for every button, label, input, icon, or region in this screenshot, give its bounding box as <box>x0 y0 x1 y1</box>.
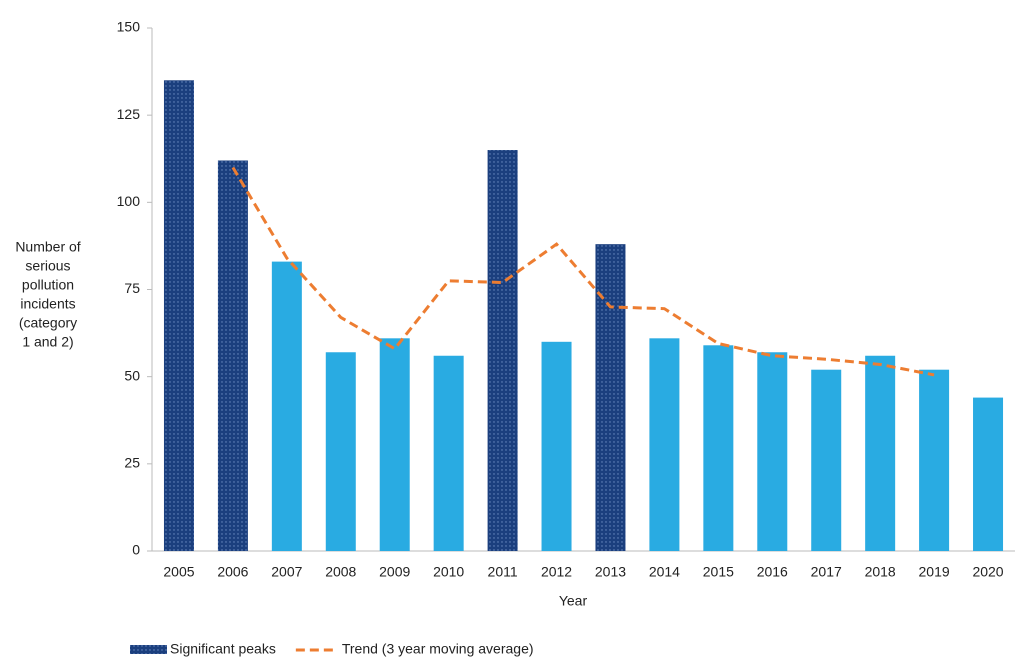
bar <box>865 355 896 551</box>
bar <box>703 345 734 551</box>
x-tick-label: 2011 <box>488 564 518 580</box>
x-tick-label: 2016 <box>757 564 788 580</box>
trend-line <box>231 166 935 377</box>
y-axis-title: pollution <box>22 277 74 293</box>
bar <box>811 369 842 551</box>
bar <box>757 352 788 551</box>
x-tick-label: 2009 <box>379 564 410 580</box>
x-tick-label: 2015 <box>703 564 734 580</box>
y-tick-label: 100 <box>117 193 141 209</box>
bar <box>541 341 572 551</box>
bar <box>433 355 464 551</box>
x-tick-label: 2005 <box>163 564 194 580</box>
x-tick-label: 2007 <box>271 564 302 580</box>
bar <box>973 397 1004 551</box>
x-tick-label: 2017 <box>811 564 842 580</box>
y-tick-label: 50 <box>124 367 140 383</box>
y-tick-label: 150 <box>117 19 141 35</box>
x-tick-label: 2006 <box>217 564 248 580</box>
bar <box>379 338 410 551</box>
y-axis-title: incidents <box>20 296 75 312</box>
bar <box>217 160 248 551</box>
y-axis-title: Number of <box>15 239 80 255</box>
bar <box>163 80 194 552</box>
x-tick-label: 2013 <box>595 564 626 580</box>
y-axis-title: (category <box>19 315 77 331</box>
x-tick-label: 2010 <box>433 564 464 580</box>
bar <box>487 150 518 552</box>
x-axis-title: Year <box>559 593 588 609</box>
y-tick-label: 75 <box>124 280 140 296</box>
legend-swatch <box>130 645 167 654</box>
x-tick-label: 2014 <box>649 564 680 580</box>
legend-label: Trend (3 year moving average) <box>342 641 534 657</box>
x-tick-label: 2008 <box>325 564 356 580</box>
x-tick-label: 2019 <box>919 564 950 580</box>
bar <box>595 244 626 551</box>
x-tick-label: 2012 <box>541 564 572 580</box>
y-tick-label: 125 <box>117 106 141 122</box>
x-tick-label: 2020 <box>972 564 1003 580</box>
x-tick-label: 2018 <box>865 564 896 580</box>
y-tick-label: 0 <box>132 542 140 558</box>
y-tick-label: 25 <box>124 455 140 471</box>
legend-label: Significant peaks <box>170 641 276 657</box>
bar <box>919 369 950 551</box>
bar <box>325 352 356 551</box>
bar <box>649 338 680 551</box>
y-axis-title: 1 and 2) <box>22 334 73 350</box>
y-axis-title: serious <box>25 258 70 274</box>
bar <box>271 261 302 551</box>
